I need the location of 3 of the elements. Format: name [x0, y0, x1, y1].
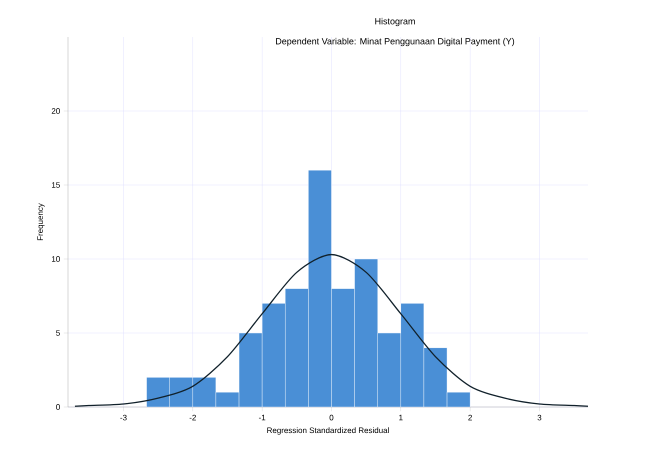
line-series	[74, 254, 588, 407]
chart-subtitle: Dependent Variable: Minat Penggunaan Digital Payment (Y)	[276, 38, 514, 46]
chart-title: Histogram	[375, 18, 415, 26]
